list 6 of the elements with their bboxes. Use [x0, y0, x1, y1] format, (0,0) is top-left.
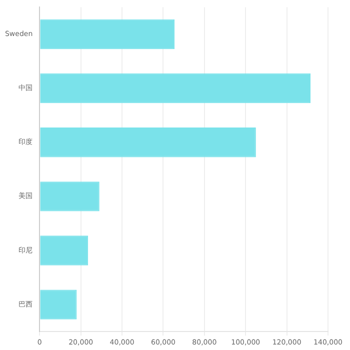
bar: [40, 73, 310, 104]
bar: [40, 128, 256, 158]
bar: [40, 290, 77, 320]
bar: [40, 19, 175, 50]
bar: [40, 236, 88, 266]
bar: [40, 182, 100, 212]
